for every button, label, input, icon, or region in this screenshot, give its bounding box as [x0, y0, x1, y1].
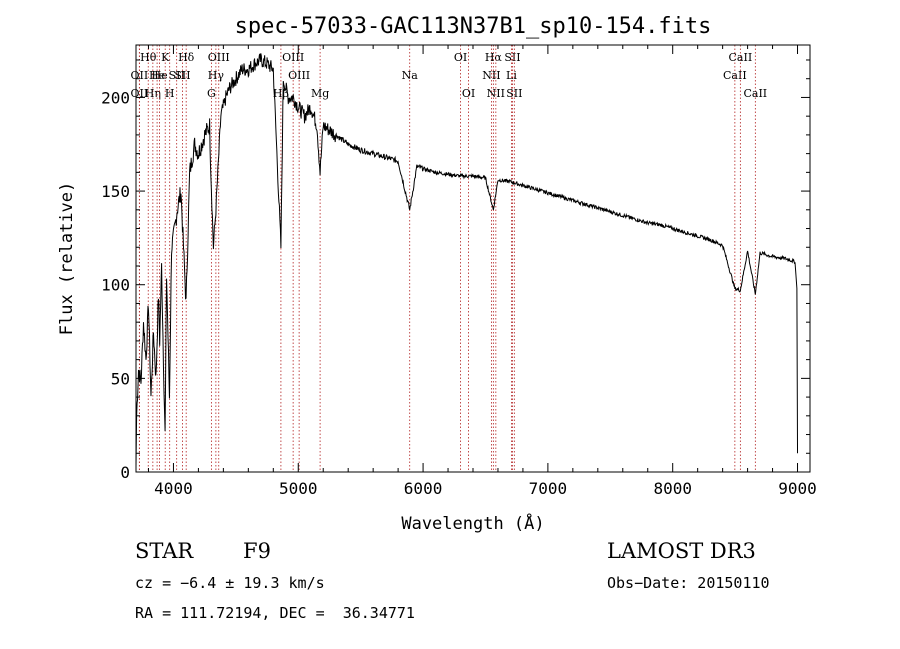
spectral-line-label: K	[161, 51, 170, 64]
spectral-subclass: F9	[243, 539, 271, 563]
y-tick-label: 200	[101, 88, 130, 107]
y-tick-label: 50	[111, 369, 130, 388]
spectral-line-label: H	[165, 87, 175, 100]
redshift-velocity: cz = −6.4 ± 19.3 km/s	[135, 574, 325, 592]
x-tick-label: 9000	[778, 479, 817, 498]
spectral-line-label: OI	[462, 87, 475, 100]
y-tick-label: 0	[120, 463, 130, 482]
spectral-line-label: OIII	[208, 51, 230, 64]
x-tick-label: 7000	[529, 479, 568, 498]
chart-title: spec-57033-GAC113N37B1_sp10-154.fits	[235, 14, 712, 39]
x-tick-label: 8000	[653, 479, 692, 498]
spectral-line-label: Hα	[485, 51, 503, 64]
spectral-line-label: OIII	[282, 51, 304, 64]
object-class: STAR	[135, 539, 194, 563]
spectral-line-label: SII	[169, 69, 185, 82]
spectral-line-label: Hη	[145, 87, 161, 100]
spectral-line-label: OII	[131, 69, 149, 82]
y-tick-label: 150	[101, 182, 130, 201]
x-tick-label: 4000	[154, 479, 193, 498]
spectral-line-label: Hδ	[178, 51, 195, 64]
spectral-line-label: CaII	[729, 51, 753, 64]
survey-name: LAMOST DR3	[607, 539, 756, 563]
spectral-line-label: Mg	[311, 87, 329, 100]
y-axis-label: Flux (relative)	[57, 182, 77, 336]
spectral-line-label: SII	[506, 87, 522, 100]
spectrum-line	[135, 53, 799, 467]
spectral-line-label: Li	[506, 69, 517, 82]
spectral-line-label: NII	[487, 87, 505, 100]
spectral-line-label: Hγ	[208, 69, 225, 82]
spectral-line-label: OI	[454, 51, 467, 64]
spectral-line-label: SII	[504, 51, 520, 64]
spectral-line-label: Na	[402, 69, 419, 82]
spectral-line-label: He	[152, 69, 168, 82]
plot-frame	[135, 44, 811, 473]
spectral-line-label: NII	[482, 69, 500, 82]
x-tick-label: 6000	[404, 479, 443, 498]
x-axis-label: Wavelength (Å)	[401, 512, 544, 534]
spectral-line-label: He	[149, 69, 165, 82]
spectral-line-label: Hθ	[140, 51, 157, 64]
coordinates: RA = 111.72194, DEC = 36.34771	[135, 604, 415, 622]
y-tick-label: 100	[101, 276, 130, 295]
x-tick-label: 5000	[279, 479, 318, 498]
spectral-line-label: SII	[174, 69, 190, 82]
spectral-line-label: OIII	[288, 69, 310, 82]
spectral-line-label: OII	[131, 87, 149, 100]
observation-date: Obs−Date: 20150110	[607, 574, 770, 592]
spectral-line-label: CaII	[723, 69, 747, 82]
spectral-line-label: G	[207, 87, 216, 100]
spectral-line-label: CaII	[743, 87, 767, 100]
